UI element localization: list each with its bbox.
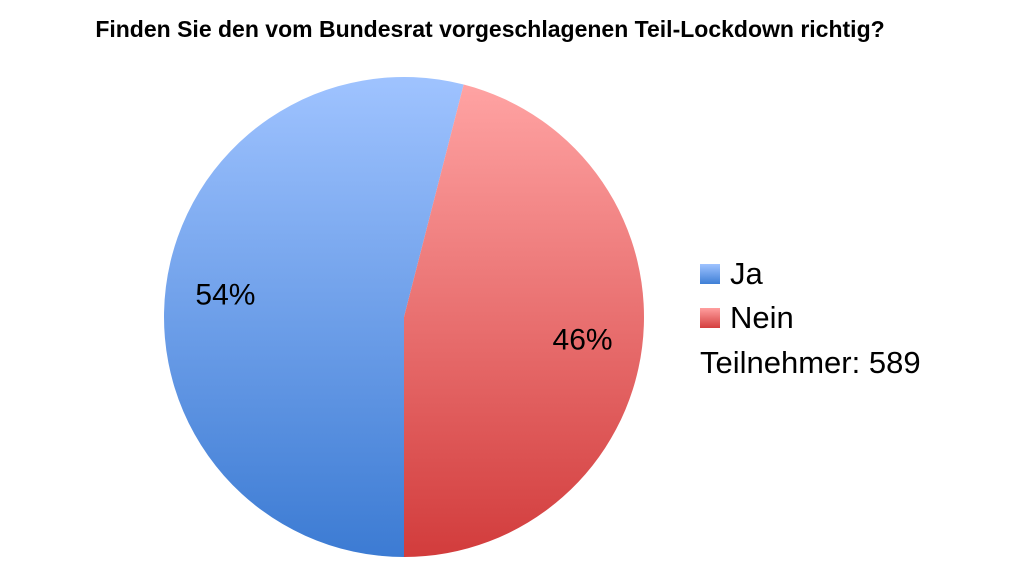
participants-annotation: Teilnehmer: 589 bbox=[700, 345, 921, 380]
legend-swatch-ja bbox=[700, 264, 720, 284]
legend-label-ja: Ja bbox=[730, 256, 763, 291]
pie-slice-ja bbox=[164, 77, 464, 558]
chart-title: Finden Sie den vom Bundesrat vorgeschlag… bbox=[95, 16, 885, 42]
legend-item-ja: Ja bbox=[700, 252, 921, 296]
legend-swatch-nein bbox=[700, 308, 720, 328]
pie-slice-nein bbox=[404, 84, 645, 557]
legend-item-nein: Nein bbox=[700, 296, 921, 340]
legend: Ja Nein Teilnehmer: 589 bbox=[700, 252, 921, 386]
legend-label-nein: Nein bbox=[730, 300, 794, 335]
data-label-ja: 54% bbox=[195, 278, 255, 311]
data-label-nein: 46% bbox=[553, 324, 613, 357]
